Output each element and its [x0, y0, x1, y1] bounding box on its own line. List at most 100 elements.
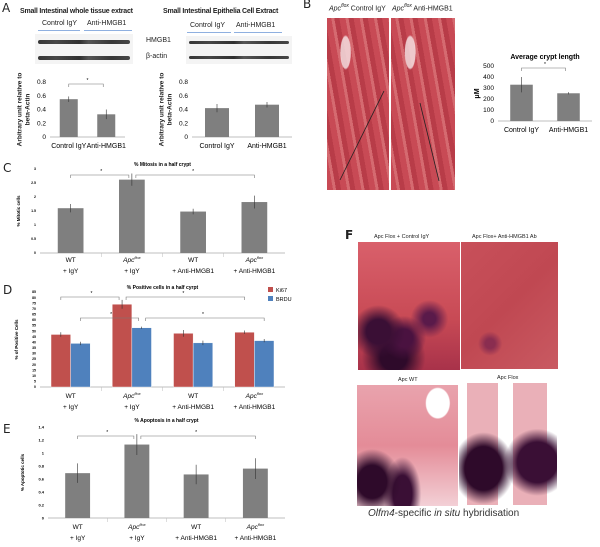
y-tick-label: 0.6: [38, 476, 44, 481]
significance-marker: *: [544, 62, 546, 68]
panel-label-c: C: [3, 161, 12, 175]
x-tick-label-treatment: + Anti-HMGB1: [235, 535, 277, 542]
blot-group-label: Control IgY: [42, 20, 78, 27]
x-tick-label-treatment: + IgY: [63, 404, 79, 411]
category-name: WT: [191, 524, 201, 531]
panel-label-b: B: [303, 0, 312, 11]
y-tick-label: 0: [42, 134, 46, 141]
category-name: WT: [188, 393, 198, 400]
y-tick-label: 0: [42, 515, 45, 520]
actin-band: [189, 56, 289, 59]
blot-group-underline: [38, 30, 80, 31]
panel-f-caption: Olfm4-specific in situ hybridisation: [368, 508, 519, 519]
blot-group-underline: [84, 30, 132, 31]
blot-image: [35, 34, 133, 64]
y-tick-label: 5: [34, 380, 36, 384]
y-tick-label: 0: [34, 251, 36, 255]
blot-image: [186, 36, 292, 64]
caption-text: -specific: [394, 508, 435, 519]
y-tick-label: 0.6: [37, 93, 46, 100]
category-superscript: flox: [134, 255, 141, 260]
significance-marker: *: [87, 78, 89, 84]
significance-marker: *: [106, 430, 108, 436]
blot-group-label: Control IgY: [190, 22, 226, 29]
legend-label: Ki67: [276, 288, 287, 294]
y-tick-label: 0: [490, 118, 494, 125]
category-superscript: flox: [258, 522, 265, 527]
x-tick-label-treatment: + IgY: [70, 535, 86, 542]
bar: [173, 333, 194, 388]
legend-label: BRDU: [276, 297, 292, 303]
category-name: Apc: [246, 524, 259, 531]
panel-label-f: F: [345, 228, 354, 242]
x-tick-label-treatment: + Anti-HMGB1: [172, 404, 214, 411]
significance-marker: *: [192, 169, 194, 175]
significance-bracket: [140, 435, 256, 439]
x-tick-label: Anti-HMGB1: [247, 143, 286, 150]
caption-gene: Olfm4: [368, 508, 395, 519]
significance-marker: *: [182, 291, 184, 297]
histology-image-control: [327, 18, 389, 190]
x-tick-label: Apcflox: [122, 391, 141, 400]
significance-marker: *: [110, 312, 112, 318]
chart-title: % Apoptosis in a half crypt: [135, 418, 199, 424]
y-tick-label: 0.8: [38, 463, 44, 468]
category-name: Apc: [245, 257, 258, 264]
bar: [57, 208, 84, 253]
bar: [50, 334, 71, 388]
bar: [112, 304, 133, 388]
y-tick-label: 40: [32, 340, 36, 344]
category-name: Apc: [245, 393, 258, 400]
x-tick-label: Control IgY: [51, 143, 86, 150]
chart-title: Average crypt length: [510, 54, 579, 61]
x-tick-label: Control IgY: [199, 143, 234, 150]
bar: [119, 179, 145, 253]
bar: [97, 114, 116, 137]
y-tick-label: 85: [32, 290, 36, 294]
significance-bracket: [80, 317, 139, 321]
y-tick-label: 25: [32, 357, 36, 361]
category-superscript: flox: [134, 391, 141, 396]
y-tick-label: 0: [184, 134, 188, 141]
y-tick-label: 1.4: [38, 424, 44, 429]
category-name: WT: [73, 524, 83, 531]
x-tick-label: Anti-HMGB1: [87, 143, 126, 150]
panel-label-e: E: [3, 422, 11, 436]
panel-b-image-title: Apcflox Control IgY: [329, 3, 386, 12]
significance-bracket: [68, 83, 104, 87]
category-superscript: flox: [257, 255, 264, 260]
y-tick-label: 75: [32, 301, 36, 305]
x-tick-label: Apcflox: [122, 255, 141, 264]
chart-title: % Mitosis in a half crypt: [134, 162, 191, 168]
y-tick-label: 100: [483, 107, 494, 114]
significance-marker: *: [195, 430, 197, 436]
x-tick-label: Control IgY: [504, 127, 539, 134]
significance-bracket: [70, 174, 130, 178]
y-tick-label: 65: [32, 313, 36, 317]
significance-bracket: [521, 67, 566, 71]
actin-band: [38, 56, 130, 60]
significance-bracket: [135, 174, 255, 178]
significance-bracket: [145, 317, 265, 321]
x-tick-label-treatment: + IgY: [129, 535, 145, 542]
x-tick-label-treatment: + Anti-HMGB1: [172, 268, 214, 275]
bar: [254, 340, 275, 388]
treatment: Control IgY: [350, 5, 386, 13]
x-tick-label: WT: [188, 393, 198, 400]
significance-marker: *: [90, 291, 92, 297]
x-tick-label: Anti-HMGB1: [549, 127, 588, 134]
gene-name: Apc: [329, 5, 342, 13]
x-tick-label-treatment: + IgY: [63, 268, 79, 275]
blot-group-underline: [187, 32, 231, 33]
hmgb1-band: [38, 40, 130, 44]
hmgb1-band: [189, 41, 289, 44]
bar: [255, 104, 279, 137]
y-tick-label: 1.2: [38, 437, 44, 442]
y-tick-label: 1.5: [31, 209, 36, 213]
gene-name: Apc: [392, 5, 405, 13]
x-tick-label-treatment: + Anti-HMGB1: [175, 535, 217, 542]
y-tick-label: 0.2: [179, 120, 188, 127]
x-tick-label: WT: [73, 524, 83, 531]
ish-image-apc-flox-anti-hmgb1: [461, 242, 558, 369]
category-name: Apc: [122, 393, 135, 400]
